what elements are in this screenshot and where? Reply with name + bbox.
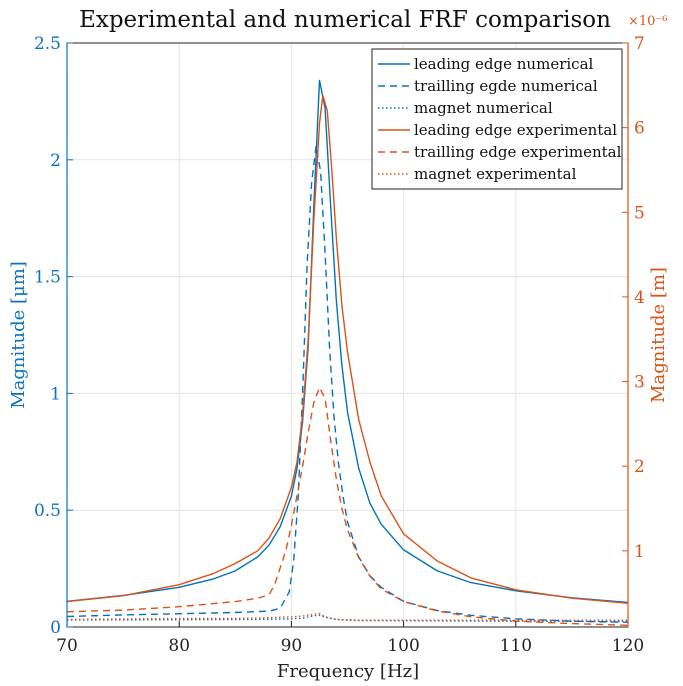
y-tick-label-right: 4 [634,288,645,308]
x-axis-label: Frequency [Hz] [277,661,419,682]
y-tick-label-right: 6 [634,119,645,139]
y-tick-label-right: 5 [634,203,645,223]
x-tick-label: 100 [387,636,419,656]
y-tick-label-right: 1 [634,542,645,562]
y-tick-label-left: 0.5 [34,501,61,521]
series-layer [66,79,629,626]
y-tick-label-left: 1.5 [34,268,61,288]
right-axis-exponent: ×10⁻⁶ [628,14,668,29]
series-line-leading-edge-experimental [66,94,629,604]
y-tick-label-left: 0 [50,618,61,638]
legend-label: leading edge numerical [414,55,594,73]
x-tick-label: 110 [500,636,532,656]
y-axis-label-left: Magnitude [μm] [8,261,29,409]
y-tick-label-left: 1 [50,384,61,404]
legend: leading edge numerical trailling egde num… [371,48,623,190]
x-tick-label: 80 [168,636,190,656]
y-tick-label-right: 3 [634,373,645,393]
x-tick-label: 120 [612,636,644,656]
y-tick-label-right: 2 [634,457,645,477]
y-axis-label-right: Magnitude [m] [648,267,669,403]
series-line-leading-edge-numerical [66,79,629,604]
x-tick-label: 70 [56,636,78,656]
ticks: 70 80 90 100 110 120 0 0.5 1 1.5 2 2.5 1 2 3 4 5 6 7 [34,34,645,656]
legend-label: magnet experimental [414,165,577,183]
legend-box [371,48,623,190]
legend-label: trailling edge experimental [414,143,622,161]
y-tick-label-right: 7 [634,34,645,54]
series-line-trailling-egde-numerical [66,145,629,623]
legend-label: leading edge experimental [414,121,617,139]
y-tick-label-left: 2 [50,151,61,171]
x-tick-label: 90 [281,636,303,656]
chart-title: Experimental and numerical FRF compariso… [79,7,611,33]
legend-label: magnet numerical [414,99,553,117]
y-tick-label-left: 2.5 [34,34,61,54]
legend-label: trailling egde numerical [414,77,598,95]
